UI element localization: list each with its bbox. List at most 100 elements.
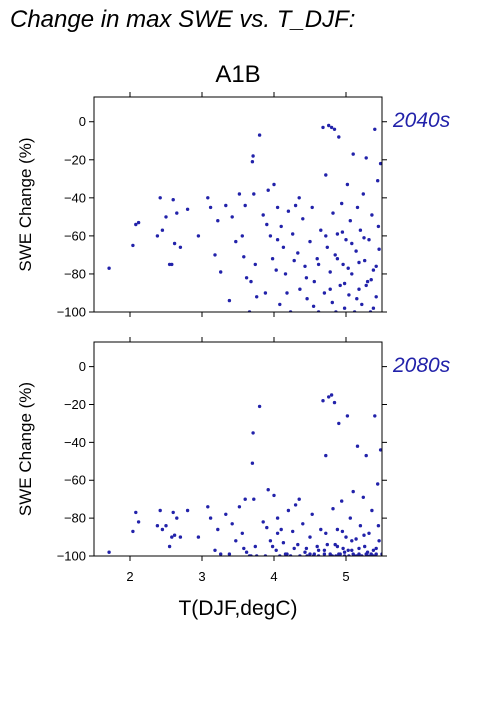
scatter-point <box>374 546 378 551</box>
scatter-point <box>164 215 168 219</box>
scatter-point <box>370 213 374 217</box>
scatter-point <box>304 546 309 551</box>
scatter-point <box>346 548 350 552</box>
scatter-point <box>286 508 291 513</box>
scatter-point <box>311 304 316 308</box>
y-tick-label: −60 <box>64 228 86 243</box>
y-tick-label: −40 <box>64 435 86 450</box>
scatter-point <box>208 205 213 210</box>
scatter-point <box>308 535 312 539</box>
y-tick-label: −60 <box>64 473 86 488</box>
scatter-point <box>351 152 355 156</box>
scatter-point <box>250 160 255 164</box>
scatter-point <box>335 527 340 532</box>
scatter-point <box>355 444 360 448</box>
scatter-point <box>252 497 256 501</box>
scatter-point <box>136 220 141 225</box>
scatter-point <box>350 241 354 246</box>
scatter-point <box>301 522 305 526</box>
scatter-point <box>316 548 321 552</box>
scatter-point <box>308 239 312 244</box>
scatter-point <box>377 539 381 543</box>
scatter-point <box>185 207 190 211</box>
scatter-point <box>337 135 341 139</box>
scatter-point <box>312 279 316 284</box>
scatter-point <box>268 234 273 238</box>
scatter-point <box>272 493 276 498</box>
scatter-point <box>350 539 354 543</box>
scatter-point <box>310 512 314 516</box>
scatter-point <box>253 262 257 267</box>
scatter-point <box>316 262 321 267</box>
scatter-point <box>219 552 223 556</box>
scatter-point <box>293 203 298 208</box>
scatter-point <box>358 228 363 232</box>
scatter-point <box>367 238 371 242</box>
scatter-point <box>155 234 160 238</box>
scatter-point <box>327 123 331 128</box>
scatter-point <box>167 544 172 549</box>
scatter-point <box>171 198 175 202</box>
scatter-point <box>175 211 179 215</box>
scatter-point <box>367 531 371 535</box>
scatter-point <box>335 257 340 261</box>
scatter-point <box>230 522 234 526</box>
scatter-point <box>131 243 135 248</box>
scatter-point <box>361 192 365 196</box>
scatter-point <box>136 520 141 524</box>
scatter-point <box>171 510 175 515</box>
scatter-point <box>301 217 305 221</box>
scatter-point <box>324 453 328 458</box>
scatter-point <box>376 224 381 229</box>
scatter-point <box>240 531 244 535</box>
scatter-point <box>213 548 217 552</box>
panel-label: 2040s <box>392 109 451 132</box>
y-tick-label: −40 <box>64 190 86 205</box>
scatter-point <box>172 241 177 246</box>
scatter-point <box>170 535 174 539</box>
scatter-point <box>255 295 259 299</box>
scatter-point <box>342 306 347 310</box>
scatter-point <box>332 127 337 131</box>
scatter-point <box>357 552 361 556</box>
scatter-point <box>160 527 165 532</box>
scatter-point <box>243 203 247 208</box>
scatter-point <box>348 219 352 223</box>
scatter-point <box>351 489 355 494</box>
scatter-point <box>324 234 328 238</box>
scatter-point <box>265 525 269 530</box>
plot-frame <box>93 96 383 313</box>
scatter-point <box>279 527 283 532</box>
scatter-point <box>305 297 309 301</box>
scatter-point <box>298 287 302 291</box>
scatter-point <box>237 192 242 196</box>
scatter-point <box>328 270 332 274</box>
y-axis-title: SWE Change (%) <box>16 137 35 271</box>
scatter-point <box>371 548 376 552</box>
scatter-point <box>266 488 270 492</box>
scatter-point <box>279 224 283 229</box>
scatter-point <box>371 306 376 310</box>
scatter-point <box>266 188 270 192</box>
scatter-point <box>285 552 289 556</box>
scatter-point <box>321 399 325 403</box>
scatter-point <box>275 205 280 210</box>
scatter-point <box>134 510 138 515</box>
scatter-point <box>265 222 269 227</box>
scatter-point <box>291 529 295 534</box>
scatter-point <box>371 268 376 272</box>
y-tick-label: −100 <box>57 549 86 564</box>
scatter-point <box>373 414 377 418</box>
scatter-point <box>234 539 238 543</box>
plot-frame <box>93 341 383 557</box>
scatter-point <box>175 516 179 520</box>
scatter-point <box>335 232 340 236</box>
scatter-point <box>364 283 368 288</box>
scatter-point <box>310 205 314 210</box>
scatter-point <box>131 529 135 534</box>
scatter-point <box>377 247 381 251</box>
scatter-point <box>293 503 298 507</box>
scatter-point <box>292 546 296 551</box>
scatter-point <box>340 230 345 234</box>
